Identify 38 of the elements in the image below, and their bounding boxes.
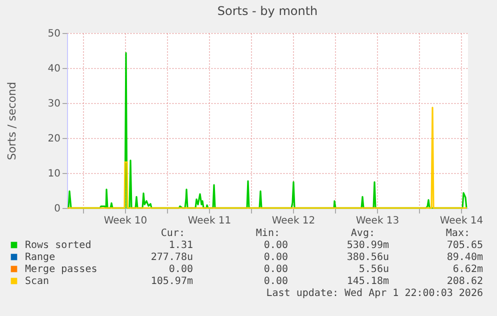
text: Last update: Wed Apr 1 22:00:03 2026 — [266, 288, 483, 299]
text: 380.56u — [346, 252, 389, 263]
text: 145.18m — [346, 276, 389, 287]
y-tick-label: 20 — [48, 134, 60, 144]
text: Min: — [256, 228, 280, 239]
x-tick-label: Week 12 — [272, 216, 316, 226]
x-tick-label: Week 14 — [440, 216, 484, 226]
x-tick-label: Week 11 — [188, 216, 232, 226]
text: 6.62m — [452, 264, 483, 275]
text: 0.00 — [264, 264, 288, 275]
text: 105.97m — [150, 276, 193, 287]
text: 277.78u — [150, 252, 193, 263]
text: 0.00 — [264, 276, 288, 287]
chart-title: Sorts - by month — [217, 4, 318, 18]
text: 530.99m — [346, 240, 389, 251]
text: 89.40m — [446, 252, 483, 263]
y-tick-label: 50 — [48, 28, 60, 40]
y-tick-label: 30 — [48, 98, 60, 110]
x-tick-label: Week 13 — [356, 216, 400, 226]
text: Max: — [446, 228, 470, 239]
text: 5.56u — [358, 264, 389, 275]
y-axis-title: Sorts / second — [6, 82, 18, 160]
x-tick-label: Week 10 — [104, 216, 148, 226]
text: 208.62 — [446, 276, 483, 287]
legend-label: Scan — [25, 276, 50, 287]
y-tick-label: 40 — [48, 64, 60, 74]
legend-label: Rows sorted — [25, 240, 92, 251]
text: Avg: — [350, 228, 375, 239]
y-tick-label: 10 — [48, 168, 60, 180]
text: 1.31 — [168, 240, 193, 251]
legend-label: Range — [25, 252, 56, 263]
y-tick-label: 0 — [54, 204, 60, 214]
legend-label: Merge passes — [25, 264, 98, 275]
text: Cur: — [160, 228, 185, 239]
text: 0.00 — [264, 252, 288, 263]
text: 705.65 — [446, 240, 483, 251]
text: 0.00 — [264, 240, 288, 251]
text: 0.00 — [168, 264, 193, 275]
